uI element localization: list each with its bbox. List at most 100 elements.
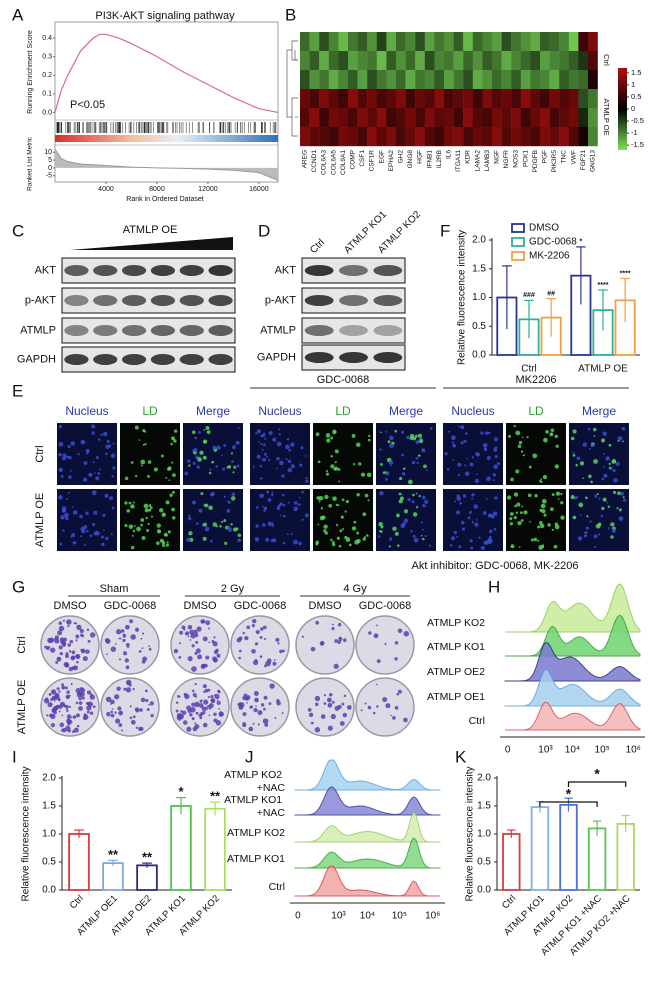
cell-dot bbox=[94, 530, 98, 534]
colony-dot bbox=[314, 727, 321, 733]
cell-dot bbox=[230, 496, 236, 501]
cell-dot bbox=[58, 441, 64, 447]
cell-dot bbox=[461, 426, 464, 429]
heat-cell bbox=[386, 70, 397, 90]
colony-dot bbox=[83, 713, 87, 717]
colony-dot bbox=[85, 649, 90, 654]
cell-dot bbox=[520, 450, 524, 453]
colony-dot bbox=[179, 630, 184, 635]
blot-band bbox=[64, 265, 89, 276]
cell-dot bbox=[493, 448, 498, 452]
cell-dot bbox=[402, 522, 406, 526]
colony-dot bbox=[57, 630, 63, 636]
colony-dot bbox=[301, 635, 305, 638]
colony-dot bbox=[392, 716, 396, 720]
heat-cell bbox=[482, 32, 493, 52]
heat-cell bbox=[348, 108, 358, 128]
cell-dot bbox=[450, 536, 456, 541]
colony-dot bbox=[66, 619, 72, 625]
cell-dot bbox=[422, 537, 425, 541]
colony-dot bbox=[256, 700, 259, 703]
cell-dot bbox=[224, 541, 228, 545]
colony-dot bbox=[66, 690, 70, 694]
colony-dot bbox=[367, 705, 372, 710]
cell-dot bbox=[236, 464, 240, 468]
heat-cell bbox=[501, 127, 512, 147]
colony-dot bbox=[319, 641, 325, 646]
cell-dot bbox=[339, 529, 343, 533]
colony-dot bbox=[248, 726, 254, 732]
hit-bar bbox=[55, 135, 278, 142]
colony-dot bbox=[110, 713, 115, 718]
cell-dot bbox=[112, 442, 115, 445]
panel-letter: C bbox=[12, 221, 24, 240]
heat-cell bbox=[540, 127, 550, 147]
cell-dot bbox=[85, 511, 89, 516]
dendrogram bbox=[294, 50, 298, 61]
cell-dot bbox=[69, 469, 72, 472]
bar bbox=[530, 806, 550, 891]
cell-dot bbox=[611, 528, 616, 533]
y-tick-label: 1.5 bbox=[472, 263, 486, 274]
heat-cell bbox=[338, 89, 349, 109]
colony-dot bbox=[118, 723, 123, 727]
cell-dot bbox=[130, 461, 134, 464]
colony-dot bbox=[125, 665, 130, 670]
cell-dot bbox=[124, 476, 129, 481]
colony-dot bbox=[47, 701, 53, 708]
dendrogram bbox=[291, 97, 298, 137]
x-tick-label: 10³ bbox=[538, 745, 553, 756]
colony-dot bbox=[376, 705, 379, 708]
colony-dot bbox=[307, 708, 312, 712]
cell-dot bbox=[281, 493, 285, 497]
colony-dot bbox=[53, 700, 56, 702]
cell-dot bbox=[600, 438, 606, 443]
cell-dot bbox=[553, 544, 558, 549]
cell-dot bbox=[279, 502, 283, 506]
cell-dot bbox=[202, 455, 207, 460]
colony-dot bbox=[73, 665, 79, 671]
heat-cell bbox=[588, 89, 598, 109]
colony-dot bbox=[201, 619, 206, 624]
heat-cell bbox=[482, 70, 493, 90]
cell-dot bbox=[266, 455, 269, 458]
heat-cell bbox=[530, 51, 541, 71]
histogram bbox=[504, 642, 641, 682]
cell-dot bbox=[223, 519, 227, 523]
cell-dot bbox=[618, 516, 624, 521]
cell-dot bbox=[494, 455, 498, 459]
colony-dot bbox=[394, 706, 399, 710]
colony-dot bbox=[403, 717, 408, 723]
colony-dot bbox=[331, 700, 335, 704]
colony-dot bbox=[61, 728, 65, 732]
cell-dot bbox=[560, 501, 564, 505]
cell-dot bbox=[570, 494, 575, 500]
colony-dot bbox=[213, 694, 216, 697]
heat-cell bbox=[463, 127, 473, 147]
cell-dot bbox=[198, 430, 201, 434]
colony-dot bbox=[48, 646, 51, 648]
heat-cell bbox=[444, 32, 454, 52]
colony-dot bbox=[195, 695, 198, 698]
x-tick-label: 8000 bbox=[149, 186, 165, 193]
blot-band bbox=[373, 325, 403, 336]
cell-dot bbox=[134, 474, 138, 478]
colony-dot bbox=[148, 703, 150, 706]
cell-dot bbox=[301, 490, 304, 494]
cell-dot bbox=[509, 522, 513, 526]
cell-dot bbox=[227, 500, 231, 504]
cell-dot bbox=[476, 519, 478, 521]
colony-dot bbox=[123, 651, 128, 656]
cell-dot bbox=[336, 523, 339, 527]
colony-dot bbox=[403, 630, 410, 637]
y-tick-label: 0.2 bbox=[42, 72, 52, 79]
cell-dot bbox=[203, 522, 207, 527]
colony-dot bbox=[194, 724, 200, 730]
cell-dot bbox=[608, 443, 612, 447]
cell-dot bbox=[410, 530, 413, 533]
colony-dot bbox=[115, 643, 117, 645]
heat-cell bbox=[434, 51, 445, 71]
colony-dot bbox=[87, 639, 91, 643]
colony-dot bbox=[263, 695, 268, 700]
cell-dot bbox=[474, 522, 479, 527]
